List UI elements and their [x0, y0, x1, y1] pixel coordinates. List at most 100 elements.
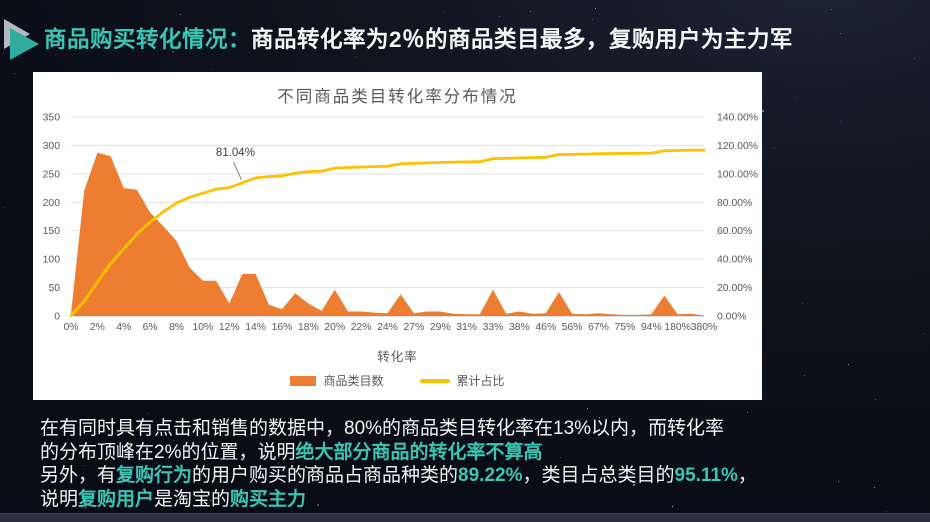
- right-axis-tick: 100.00%: [717, 169, 758, 180]
- legend-item-cumulative: 累计占比: [419, 372, 505, 389]
- star-dot: [499, 16, 500, 17]
- chart-panel: 不同商品类目转化率分布情况 0 0.00% 50 20.00% 100 40.00% 150…: [33, 72, 762, 400]
- plain-text: 商品转化率为2％的商品类目最多，复购用户为主力军: [251, 27, 794, 52]
- x-axis-tick: 24%: [377, 322, 398, 333]
- highlight-text: 复购用户: [78, 488, 155, 510]
- body-text: 在有同时具有点击和销售的数据中，80%的商品类目转化率在13%以内，而转化率 的分…: [40, 417, 910, 511]
- star-dot: [480, 33, 481, 34]
- annotation-leader: [232, 161, 242, 181]
- x-axis-tick: 56%: [562, 322, 583, 333]
- star-dot: [762, 110, 764, 112]
- star-dot: [309, 455, 310, 456]
- x-axis-tick: 18%: [298, 322, 319, 333]
- star-dot: [587, 408, 588, 409]
- plain-text: 在有同时具有点击和销售的数据中，80%的商品类目转化率在13%以内，而转化率: [40, 418, 725, 439]
- right-axis-tick: 0.00%: [717, 312, 746, 323]
- star-dot: [886, 511, 887, 512]
- star-dot: [796, 98, 797, 99]
- star-dot: [520, 27, 521, 28]
- star-dot: [774, 147, 775, 148]
- legend-swatch-area: [290, 375, 317, 386]
- legend-label-categories: 商品类目数: [323, 374, 384, 388]
- x-axis-title: 转化率: [377, 350, 418, 364]
- x-axis-tick: 22%: [351, 322, 372, 333]
- star-dot: [4, 207, 5, 208]
- x-axis-tick: 380%: [691, 322, 718, 333]
- left-axis-tick: 250: [43, 169, 61, 180]
- star-dot: [848, 364, 849, 365]
- plain-text: ，类目占总类目的: [522, 465, 675, 487]
- body-text-line: 另外，有复购行为的用户购买的商品占商品种类的89.22%，类目占总类目的95.1…: [40, 464, 910, 488]
- star-dot: [207, 464, 208, 465]
- header: 商品购买转化情况：商品转化率为2％的商品类目最多，复购用户为主力军: [0, 16, 930, 64]
- right-axis-tick: 80.00%: [717, 198, 752, 209]
- highlight-text: 复购行为: [116, 465, 193, 487]
- star-dot: [347, 423, 348, 424]
- star-dot: [85, 507, 86, 508]
- x-axis-tick: 0%: [63, 322, 78, 333]
- x-axis-tick: 27%: [404, 322, 425, 333]
- star-dot: [842, 162, 843, 163]
- x-axis-tick: 16%: [272, 322, 293, 333]
- x-axis-tick: 2%: [90, 322, 105, 333]
- star-dot: [831, 9, 832, 10]
- left-axis-tick: 350: [43, 113, 61, 124]
- star-dot: [874, 487, 875, 488]
- star-dot: [747, 412, 748, 413]
- plain-text: 的分布顶峰在2%的位置，说明: [40, 441, 296, 463]
- star-dot: [332, 481, 333, 482]
- cumulative-line: [69, 148, 706, 318]
- body-text-line: 在有同时具有点击和销售的数据中，80%的商品类目转化率在13%以内，而转化率: [40, 417, 910, 441]
- x-axis-tick: 33%: [483, 322, 504, 333]
- star-dot: [530, 11, 531, 12]
- star-dot: [595, 8, 596, 9]
- chart-title: 不同商品类目转化率分布情况: [277, 88, 518, 106]
- star-dot: [83, 465, 84, 466]
- star-dot: [14, 73, 15, 74]
- star-dot: [268, 456, 269, 457]
- play-triangles-icon: [4, 19, 39, 60]
- star-dot: [840, 33, 841, 34]
- star-dot: [840, 121, 841, 122]
- star-dot: [601, 431, 602, 432]
- highlight-text: 绝大部分商品的转化率不算高: [295, 441, 543, 463]
- x-axis-tick: 31%: [456, 322, 477, 333]
- left-axis-tick: 50: [48, 283, 60, 294]
- star-dot: [355, 56, 356, 57]
- x-axis-tick: 10%: [193, 322, 214, 333]
- star-dot: [838, 481, 839, 482]
- star-dot: [180, 14, 181, 15]
- right-axis-tick: 40.00%: [717, 255, 752, 266]
- star-dot: [146, 421, 147, 422]
- star-dot: [317, 504, 319, 506]
- body-text-line: 说明复购用户是淘宝的购买主力: [40, 488, 910, 512]
- left-axis-tick: 150: [43, 226, 61, 237]
- x-axis-tick: 8%: [169, 322, 184, 333]
- star-dot: [560, 457, 561, 458]
- bottom-bar: [0, 513, 930, 522]
- left-axis-tick: 100: [43, 255, 61, 266]
- right-axis-tick: 60.00%: [717, 226, 752, 237]
- left-axis-tick: 200: [43, 198, 61, 209]
- x-axis-tick: 20%: [324, 322, 345, 333]
- body-text-line: 的分布顶峰在2%的位置，说明绝大部分商品的转化率不算高: [40, 441, 910, 465]
- x-axis-tick: 180%: [664, 322, 691, 333]
- teal-triangle: [10, 28, 39, 60]
- star-dot: [163, 493, 164, 494]
- x-axis-tick: 12%: [219, 322, 240, 333]
- annotation-label: 81.04%: [216, 147, 255, 159]
- star-dot: [633, 484, 635, 486]
- x-axis-tick: 14%: [245, 322, 266, 333]
- x-axis-tick: 29%: [430, 322, 451, 333]
- plain-text: 是淘宝的: [154, 488, 231, 510]
- star-dot: [672, 507, 673, 508]
- chart-canvas: 0 0.00% 50 20.00% 100 40.00% 150 60.00% 200 80.00…: [43, 113, 758, 334]
- plain-text: 说明: [40, 488, 79, 510]
- star-dot: [305, 466, 307, 468]
- star-dot: [212, 69, 213, 70]
- star-dot: [210, 500, 211, 501]
- star-dot: [592, 19, 593, 20]
- legend: 商品类目数 累计占比: [33, 372, 762, 389]
- star-dot: [172, 51, 174, 53]
